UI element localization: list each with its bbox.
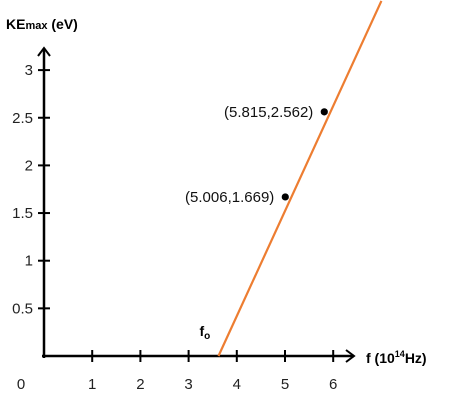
y-tick-label: 2.5	[12, 110, 33, 127]
threshold-label-main: f	[199, 323, 204, 339]
data-point-label: (5.006,1.669)	[185, 189, 274, 206]
y-tick-label: 2	[25, 157, 33, 174]
y-tick-label: 1	[25, 253, 33, 270]
x-axis-title-prefix: f (10	[366, 350, 395, 366]
axes	[37, 46, 356, 363]
x-tick-label: 5	[281, 376, 289, 393]
marked-points: (5.006,1.669) (5.815,2.562)	[185, 104, 328, 206]
x-tick-label: 2	[136, 376, 144, 393]
x-axis-arrowhead	[345, 349, 356, 363]
x-ticks: 1 2 3 4 5 6	[88, 350, 337, 393]
y-tick-label: 0.5	[12, 300, 33, 317]
series-line	[217, 0, 383, 357]
y-axis-title-unit: (eV)	[47, 16, 77, 32]
y-axis-title-main: KE	[6, 16, 25, 32]
x-axis-title: f (1014Hz)	[366, 349, 427, 366]
x-tick-label: 3	[184, 376, 192, 393]
threshold-label-sub: o	[204, 331, 210, 342]
data-point	[320, 108, 328, 116]
y-axis-arrowhead	[37, 46, 51, 57]
x-tick-label: 1	[88, 376, 96, 393]
x-tick-label: 4	[233, 376, 241, 393]
x-axis-title-superscript: 14	[395, 349, 405, 359]
data-point-label: (5.815,2.562)	[224, 104, 313, 121]
y-axis-title: KEmax (eV)	[6, 16, 78, 32]
y-axis-title-subscript: max	[25, 20, 48, 32]
y-ticks: 0.5 1 1.5 2 2.5 3	[12, 62, 50, 317]
series	[217, 0, 383, 357]
origin-label: 0	[17, 376, 25, 393]
x-axis-title-suffix: Hz)	[405, 350, 427, 366]
data-point	[281, 193, 289, 201]
y-tick-label: 3	[25, 62, 33, 79]
y-tick-label: 1.5	[12, 205, 33, 222]
threshold-frequency-label: fo	[199, 323, 210, 342]
x-tick-label: 6	[329, 376, 337, 393]
